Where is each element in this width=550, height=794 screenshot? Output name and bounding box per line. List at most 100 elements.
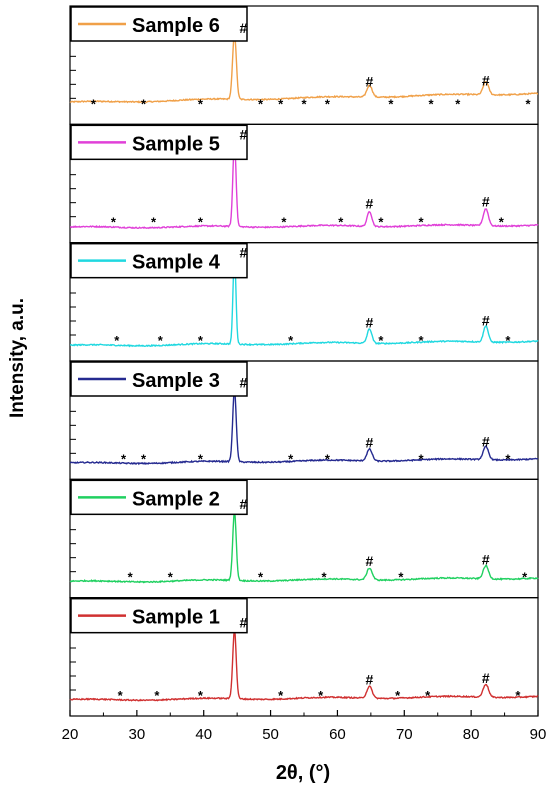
peak-marker-hash: # [366, 74, 374, 90]
peak-marker-star: * [151, 215, 157, 230]
peak-marker-hash: # [366, 195, 374, 211]
peak-marker-star: * [168, 570, 174, 585]
peak-marker-hash: # [366, 435, 374, 451]
x-tick-label: 40 [195, 726, 212, 743]
panel-sample-5: Sample 5 # # # * * * * * * * * [69, 123, 539, 244]
peak-marker-star: * [288, 451, 294, 466]
series-line [69, 255, 539, 348]
series-line [69, 141, 539, 230]
x-tick-label: 80 [463, 726, 480, 743]
series-line [69, 33, 539, 104]
peak-marker-hash: # [482, 670, 490, 686]
peak-marker-hash: # [482, 193, 490, 209]
peak-marker-star: * [418, 451, 424, 466]
peak-marker-star: * [515, 688, 521, 703]
peak-marker-star: * [338, 215, 344, 230]
x-axis-label: 2θ, (°) [276, 762, 330, 784]
peak-marker-star: * [198, 451, 204, 466]
peak-marker-hash: # [239, 614, 247, 630]
peak-marker-star: * [318, 688, 324, 703]
peak-marker-hash: # [239, 496, 247, 512]
peak-marker-hash: # [239, 20, 247, 36]
peak-marker-star: * [281, 215, 287, 230]
peak-marker-hash: # [239, 374, 247, 390]
peak-marker-star: * [418, 333, 424, 348]
peak-marker-star: * [525, 96, 531, 111]
legend: Sample 2 [70, 479, 248, 516]
peak-marker-star: * [91, 96, 97, 111]
peak-marker-star: * [128, 570, 134, 585]
peak-marker-star: * [301, 96, 307, 111]
legend: Sample 1 [70, 597, 248, 634]
peak-marker-star: * [198, 96, 204, 111]
peak-marker-star: * [154, 688, 160, 703]
peak-marker-star: * [425, 688, 431, 703]
series-line [69, 511, 539, 584]
peak-marker-star: * [418, 215, 424, 230]
series-line [69, 630, 539, 702]
peak-marker-hash: # [239, 245, 247, 261]
peak-marker-star: * [198, 688, 204, 703]
peak-marker-star: * [388, 96, 394, 111]
peak-marker-star: * [198, 333, 204, 348]
peak-marker-star: * [455, 96, 461, 111]
legend: Sample 5 [70, 124, 248, 161]
x-axis-ticks: 20 30 40 50 60 70 80 90 [62, 710, 547, 743]
peak-marker-star: * [322, 570, 328, 585]
panel-sample-6: Sample 6 # # # * * * * * * * * * * * [69, 5, 539, 125]
peak-marker-star: * [378, 215, 384, 230]
peak-marker-star: * [395, 688, 401, 703]
panels: Sample 6 # # # * * * * * * * * * * * Sample 5 # # # * * * * * * *… [69, 5, 539, 717]
peak-marker-star: * [325, 96, 331, 111]
peak-marker-star: * [398, 570, 404, 585]
peak-marker-hash: # [482, 552, 490, 568]
peak-marker-star: * [258, 570, 264, 585]
peak-marker-star: * [141, 451, 147, 466]
x-tick-label: 90 [530, 726, 547, 743]
peak-marker-star: * [141, 96, 147, 111]
peak-marker-star: * [522, 570, 528, 585]
peak-marker-hash: # [366, 314, 374, 330]
x-tick-label: 70 [396, 726, 413, 743]
legend-label: Sample 2 [132, 488, 220, 510]
x-tick-label: 20 [62, 726, 79, 743]
peak-marker-star: * [121, 451, 127, 466]
panel-sample-2: Sample 2 # # # * * * * * * [69, 478, 539, 599]
legend: Sample 6 [70, 6, 248, 42]
y-axis-label: Intensity, a.u. [7, 298, 28, 418]
peak-marker-hash: # [366, 671, 374, 687]
peak-marker-star: * [118, 688, 124, 703]
peak-marker-star: * [288, 333, 294, 348]
legend-label: Sample 3 [132, 370, 220, 392]
peak-marker-star: * [158, 333, 164, 348]
panel-sample-4: Sample 4 # # # * * * * * * * [69, 242, 539, 362]
x-tick-label: 50 [262, 726, 279, 743]
panel-sample-3: Sample 3 # # # * * * * * * * [69, 360, 539, 480]
legend-label: Sample 4 [132, 252, 221, 274]
peak-marker-star: * [378, 333, 384, 348]
peak-marker-hash: # [482, 72, 490, 88]
legend: Sample 3 [70, 361, 248, 397]
peak-marker-star: * [505, 451, 511, 466]
peak-marker-star: * [258, 96, 264, 111]
peak-marker-star: * [325, 451, 331, 466]
peak-marker-star: * [278, 688, 284, 703]
legend: Sample 4 [70, 242, 248, 279]
peak-marker-star: * [111, 215, 117, 230]
peak-marker-star: * [428, 96, 434, 111]
x-tick-label: 30 [129, 726, 146, 743]
x-tick-label: 60 [329, 726, 346, 743]
peak-marker-hash: # [239, 126, 247, 142]
legend-label: Sample 6 [132, 15, 220, 37]
peak-marker-star: * [198, 215, 204, 230]
peak-marker-star: * [505, 333, 511, 348]
legend-label: Sample 5 [132, 133, 220, 155]
peak-marker-hash: # [482, 312, 490, 328]
legend-label: Sample 1 [132, 607, 220, 629]
peak-marker-hash: # [482, 433, 490, 449]
peak-marker-star: * [278, 96, 284, 111]
peak-marker-star: * [499, 215, 505, 230]
series-line [69, 389, 539, 466]
peak-marker-star: * [114, 333, 120, 348]
